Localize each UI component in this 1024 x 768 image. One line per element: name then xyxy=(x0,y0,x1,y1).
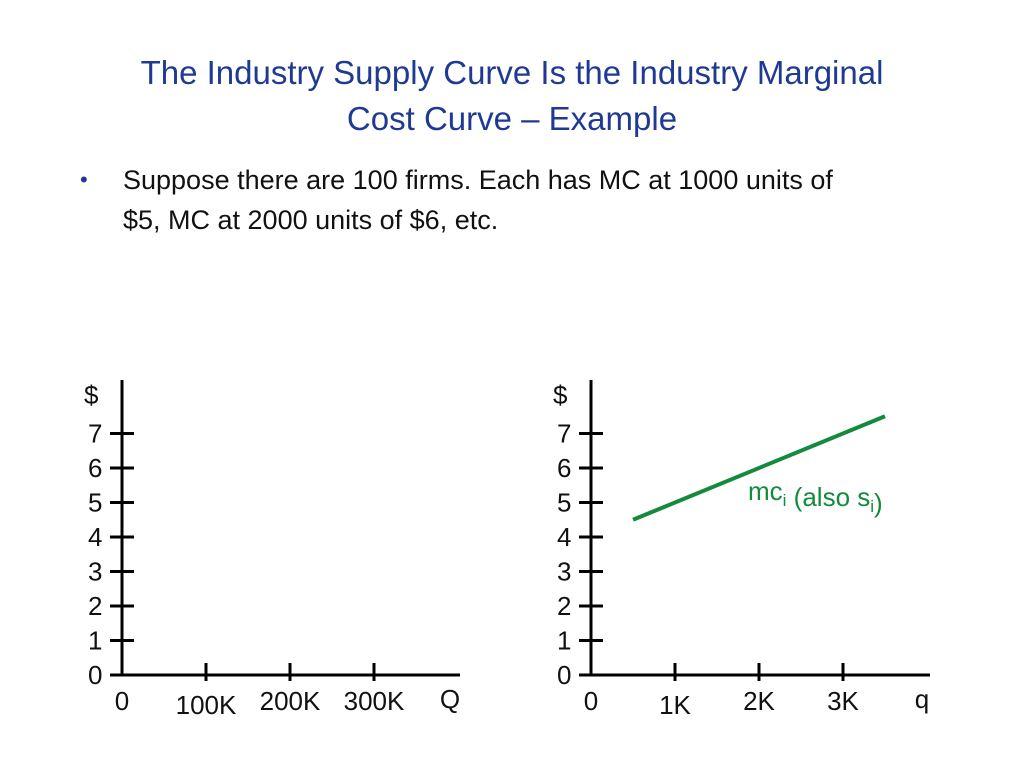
chart-1-y-tick-label: 7 xyxy=(557,419,571,449)
chart-0-x-tick-label: 200K xyxy=(260,686,321,716)
chart-1-y-label: $ xyxy=(553,380,568,410)
chart-0-y-tick-label: 5 xyxy=(88,488,102,518)
chart-1-x-label: q xyxy=(915,684,929,714)
chart-0-x-tick-label: 0 xyxy=(115,686,129,716)
chart-1-y-tick-label: 2 xyxy=(557,591,571,621)
chart-1-y-tick-label: 5 xyxy=(557,488,571,518)
series-label-text: mc xyxy=(748,476,783,506)
bullet-item: • Suppose there are 100 firms. Each has … xyxy=(80,160,960,240)
chart-0-x-tick-label: 300K xyxy=(344,686,405,716)
chart-0-y-label: $ xyxy=(84,380,99,410)
chart-1-x-tick-label: 0 xyxy=(584,686,598,716)
chart-0-y-tick-label: 1 xyxy=(88,626,102,656)
bullet-line-1: Suppose there are 100 firms. Each has MC… xyxy=(123,165,833,195)
slide-title: The Industry Supply Curve Is the Industr… xyxy=(0,50,1024,142)
series-label-subscript: i xyxy=(783,491,787,510)
chart-0-y-tick-label: 6 xyxy=(88,453,102,483)
chart-1-x-tick-label: 1K xyxy=(659,690,691,720)
chart-0-y-tick-label: 0 xyxy=(88,660,102,690)
chart-1-y-tick-label: 6 xyxy=(557,453,571,483)
bullet-dot-icon: • xyxy=(80,167,88,192)
slide-title-line-2: Cost Curve – Example xyxy=(346,100,678,137)
chart-1-y-tick-label: 4 xyxy=(557,522,571,552)
bullet-line-2: $5, MC at 2000 units of $6, etc. xyxy=(123,205,499,235)
chart-1-y-tick-label: 0 xyxy=(557,660,571,690)
chart-1-x-tick-label: 3K xyxy=(827,686,859,716)
slide-title-line-1: The Industry Supply Curve Is the Industr… xyxy=(140,54,884,91)
chart-0-y-tick-label: 2 xyxy=(88,591,102,621)
series-label-text: (also s xyxy=(786,482,870,512)
chart-0-y-tick-label: 4 xyxy=(88,522,102,552)
chart-0-x-tick-label: 100K xyxy=(176,690,237,720)
series-label-subscript: i xyxy=(870,497,874,516)
chart-1-series-label: mci (also si) xyxy=(748,476,883,518)
bullet-list: • Suppose there are 100 firms. Each has … xyxy=(80,160,960,240)
chart-0-x-label: Q xyxy=(440,684,460,714)
chart-1-x-tick-label: 2K xyxy=(743,686,775,716)
chart-1-y-tick-label: 3 xyxy=(557,557,571,587)
chart-0-y-tick-label: 3 xyxy=(88,557,102,587)
chart-1-y-tick-label: 1 xyxy=(557,626,571,656)
series-label-text: ) xyxy=(874,488,883,518)
chart-1-series-line xyxy=(632,414,886,522)
chart-0-y-tick-label: 7 xyxy=(88,419,102,449)
